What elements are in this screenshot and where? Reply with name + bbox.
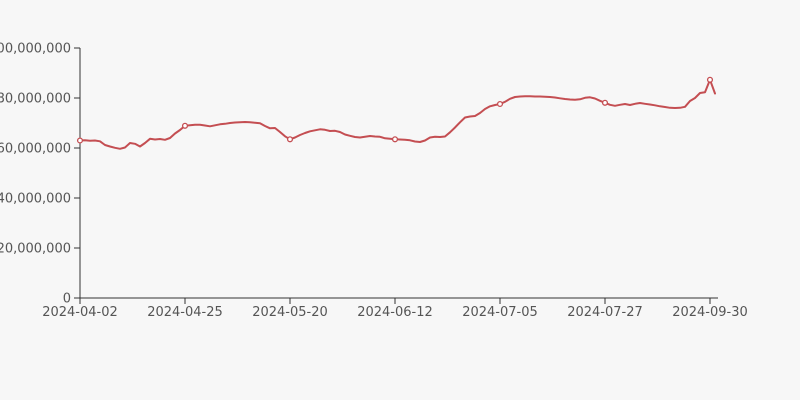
y-axis-tick-label: 60,000,000 xyxy=(0,142,71,157)
y-axis-tick-label: 20,000,000 xyxy=(0,242,71,257)
data-point-marker xyxy=(391,136,399,143)
data-point-marker xyxy=(76,137,84,144)
y-axis-tick-label: 0 xyxy=(63,292,71,307)
data-series xyxy=(76,76,716,150)
x-axis-tick-label: 2024-07-27 xyxy=(567,305,643,320)
y-axis-tick-label: 40,000,000 xyxy=(0,192,71,207)
x-axis-tick-label: 2024-04-02 xyxy=(42,305,118,320)
data-point-marker xyxy=(181,122,189,129)
y-axis-tick-label: 80,000,000 xyxy=(0,92,71,107)
x-axis-tick-label: 2024-05-20 xyxy=(252,305,328,320)
axis-tick-labels: 0 20,000,000 40,000,000 60,000,000 80,000,00… xyxy=(0,42,748,321)
data-point-marker xyxy=(601,99,609,106)
x-axis-tick-label: 2024-07-05 xyxy=(462,305,538,320)
x-axis-tick-label: 2024-06-12 xyxy=(357,305,433,320)
data-point-marker xyxy=(496,100,504,108)
y-axis-tick-label: 100,000,000 xyxy=(0,42,71,57)
data-point-marker xyxy=(706,76,714,83)
data-point-marker xyxy=(286,136,294,143)
axis-spines xyxy=(79,48,718,299)
x-axis-tick-label: 2024-09-30 xyxy=(672,305,748,320)
x-axis-tick-label: 2024-04-25 xyxy=(147,305,223,320)
axis-ticks xyxy=(74,47,711,304)
axes xyxy=(79,48,718,299)
